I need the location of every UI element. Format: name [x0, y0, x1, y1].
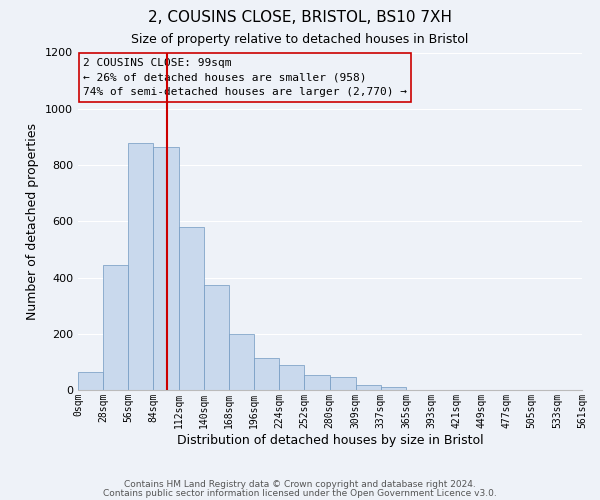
Text: 2 COUSINS CLOSE: 99sqm
← 26% of detached houses are smaller (958)
74% of semi-de: 2 COUSINS CLOSE: 99sqm ← 26% of detached… [83, 58, 407, 97]
Text: Size of property relative to detached houses in Bristol: Size of property relative to detached ho… [131, 32, 469, 46]
Bar [254, 358, 279, 390]
Text: 2, COUSINS CLOSE, BRISTOL, BS10 7XH: 2, COUSINS CLOSE, BRISTOL, BS10 7XH [148, 10, 452, 25]
Bar [128, 142, 154, 390]
Bar [179, 227, 204, 390]
Bar [356, 385, 381, 390]
Bar [329, 378, 356, 390]
Bar [103, 265, 128, 390]
Bar [154, 146, 179, 390]
Bar [381, 387, 406, 390]
Bar [229, 334, 254, 390]
Bar [304, 374, 329, 390]
Text: Contains public sector information licensed under the Open Government Licence v3: Contains public sector information licen… [103, 488, 497, 498]
Y-axis label: Number of detached properties: Number of detached properties [26, 122, 40, 320]
Text: Contains HM Land Registry data © Crown copyright and database right 2024.: Contains HM Land Registry data © Crown c… [124, 480, 476, 489]
X-axis label: Distribution of detached houses by size in Bristol: Distribution of detached houses by size … [176, 434, 484, 446]
Bar [279, 364, 304, 390]
Bar [204, 284, 229, 390]
Bar [78, 372, 103, 390]
